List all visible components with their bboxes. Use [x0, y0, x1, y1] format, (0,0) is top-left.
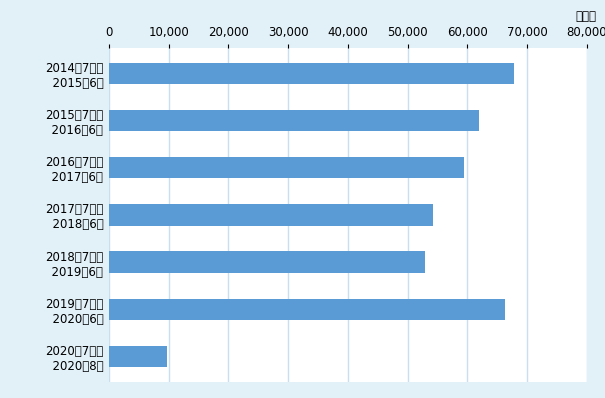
- Bar: [109, 252, 425, 273]
- Bar: [109, 157, 464, 178]
- Bar: [109, 298, 505, 320]
- Bar: [109, 110, 479, 131]
- Bar: [109, 63, 514, 84]
- Bar: [109, 346, 168, 367]
- Text: （人）: （人）: [575, 10, 596, 23]
- Bar: [109, 204, 433, 226]
